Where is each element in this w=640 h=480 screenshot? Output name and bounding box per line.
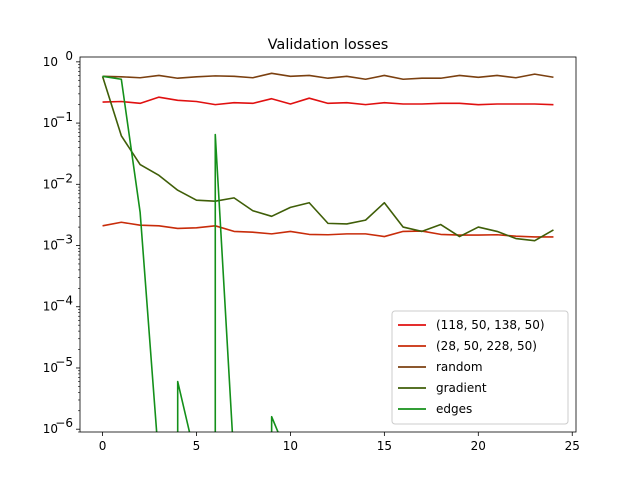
y-tick-exponent: −3 bbox=[55, 233, 73, 247]
series-line bbox=[102, 75, 279, 432]
x-tick-label: 20 bbox=[471, 439, 486, 453]
y-tick-exponent: 0 bbox=[65, 49, 73, 63]
x-tick-label: 5 bbox=[193, 439, 201, 453]
x-tick-label: 25 bbox=[565, 439, 580, 453]
x-axis: 0 5 10 15 20 25 bbox=[99, 432, 580, 453]
y-tick-exponent: −4 bbox=[55, 294, 73, 308]
y-tick-label: 10 bbox=[43, 300, 58, 314]
legend-entry: (28, 50, 228, 50) bbox=[436, 339, 537, 353]
x-tick-label: 0 bbox=[99, 439, 107, 453]
y-tick-label: 10 bbox=[43, 116, 58, 130]
series-line bbox=[102, 72, 554, 81]
series-line bbox=[101, 76, 554, 242]
series-3 bbox=[101, 76, 554, 242]
series-0 bbox=[102, 96, 554, 106]
y-tick-exponent: −2 bbox=[55, 171, 73, 185]
y-tick-label: 10 bbox=[43, 55, 58, 69]
series-4 bbox=[102, 75, 279, 432]
y-tick-label: 10 bbox=[43, 422, 58, 436]
series-1 bbox=[102, 221, 554, 238]
y-tick-label: 10 bbox=[43, 361, 58, 375]
legend-entry: (118, 50, 138, 50) bbox=[436, 318, 545, 332]
y-axis: 10−610−510−410−310−210−110 0 bbox=[43, 49, 80, 436]
y-tick-label: 10 bbox=[43, 239, 58, 253]
legend-box bbox=[391, 310, 569, 425]
x-tick-label: 10 bbox=[283, 439, 298, 453]
y-tick-label: 10 bbox=[43, 177, 58, 191]
plot-area bbox=[79, 56, 577, 433]
chart-title: Validation losses bbox=[268, 37, 389, 53]
plot-frame bbox=[79, 56, 577, 433]
series-2 bbox=[102, 72, 554, 81]
legend-entry: gradient bbox=[436, 381, 487, 395]
y-tick-exponent: −1 bbox=[55, 110, 73, 124]
x-tick-label: 15 bbox=[377, 439, 392, 453]
legend-entry: edges bbox=[436, 402, 472, 416]
series-line bbox=[102, 221, 554, 238]
legend: (118, 50, 138, 50) (28, 50, 228, 50) rando… bbox=[391, 310, 569, 425]
y-tick-exponent: −5 bbox=[55, 355, 73, 369]
series-line bbox=[102, 96, 554, 106]
legend-entry: random bbox=[436, 360, 483, 374]
y-tick-exponent: −6 bbox=[55, 416, 73, 430]
